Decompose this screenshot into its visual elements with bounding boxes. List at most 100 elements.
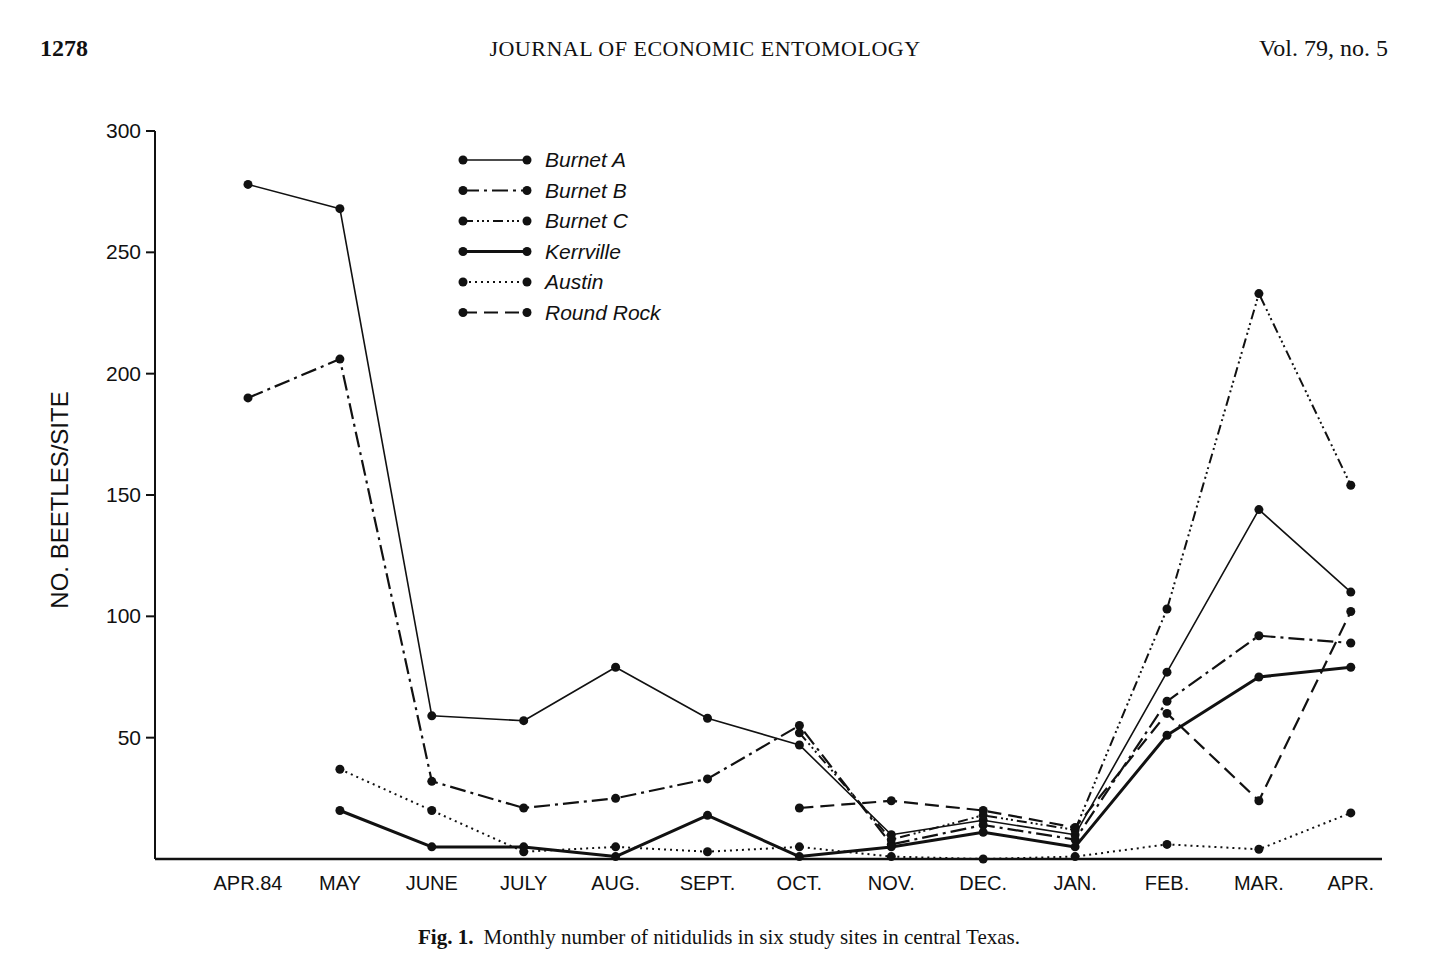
data-point <box>519 716 528 725</box>
y-tick <box>146 373 155 375</box>
series-line <box>248 184 1351 834</box>
data-point <box>1254 289 1263 298</box>
y-tick <box>146 615 155 617</box>
series-line <box>248 359 1351 844</box>
legend-label: Kerrville <box>545 240 621 263</box>
data-point <box>795 740 804 749</box>
x-tick-label: NOV. <box>868 872 915 894</box>
legend-line <box>463 189 527 191</box>
data-point <box>611 794 620 803</box>
data-point <box>1163 668 1172 677</box>
x-tick-label: JULY <box>500 872 547 894</box>
data-point <box>887 796 896 805</box>
caption: Fig. 1.Monthly number of nitidulids in s… <box>418 925 1020 949</box>
data-point <box>1254 505 1263 514</box>
legend-marker <box>523 308 532 317</box>
legend-line <box>463 159 527 161</box>
x-tick-label: APR.84 <box>214 872 283 894</box>
data-point <box>1071 852 1080 861</box>
data-point <box>979 806 988 815</box>
y-tick <box>146 251 155 253</box>
data-point <box>1346 481 1355 490</box>
legend-marker <box>459 278 468 287</box>
data-point <box>1163 709 1172 718</box>
legend-marker <box>459 247 468 256</box>
legend-line <box>463 311 527 313</box>
legend-label: Burnet B <box>545 179 627 202</box>
legend-marker <box>459 156 468 165</box>
data-point <box>519 804 528 813</box>
y-tick <box>146 130 155 132</box>
legend-line <box>463 281 527 283</box>
y-tick <box>146 494 155 496</box>
data-point <box>795 852 804 861</box>
legend-marker <box>523 278 532 287</box>
data-point <box>244 393 253 402</box>
y-axis-label: NO. BEETLES/SITE <box>46 391 73 608</box>
data-point <box>611 842 620 851</box>
figure-label: Fig. 1. <box>418 925 473 949</box>
series-line <box>799 612 1350 828</box>
series-line <box>340 667 1351 856</box>
data-point <box>1163 840 1172 849</box>
legend-marker <box>523 186 532 195</box>
x-tick-label: MAY <box>319 872 361 894</box>
legend-marker <box>459 217 468 226</box>
x-tick-label: JAN. <box>1053 872 1096 894</box>
series-line <box>799 294 1350 840</box>
legend-label: Burnet C <box>545 209 629 232</box>
legend-label: Austin <box>543 270 603 293</box>
legend-label: Round Rock <box>545 301 662 324</box>
series-line <box>340 769 1351 859</box>
data-point <box>703 714 712 723</box>
page-number: 1278 <box>40 35 88 61</box>
data-point <box>1346 588 1355 597</box>
plot-data <box>244 180 1356 864</box>
x-axis <box>155 858 1382 861</box>
x-tick-label: DEC. <box>959 872 1007 894</box>
data-point <box>1163 697 1172 706</box>
data-point <box>979 855 988 864</box>
data-point <box>795 804 804 813</box>
data-point <box>1254 673 1263 682</box>
x-tick-label: OCT. <box>777 872 823 894</box>
page: 1278JOURNAL OF ECONOMIC ENTOMOLOGYVol. 7… <box>0 0 1438 974</box>
x-tick-label: JUNE <box>406 872 458 894</box>
data-point <box>1346 663 1355 672</box>
legend-marker <box>523 217 532 226</box>
data-point <box>335 355 344 364</box>
legend-marker <box>459 186 468 195</box>
data-point <box>427 842 436 851</box>
data-point <box>703 847 712 856</box>
data-point <box>1163 605 1172 614</box>
legend-marker <box>523 247 532 256</box>
data-point <box>244 180 253 189</box>
data-point <box>611 663 620 672</box>
data-point <box>335 204 344 213</box>
data-point <box>427 711 436 720</box>
data-point <box>1346 639 1355 648</box>
data-point <box>1071 842 1080 851</box>
x-tick-label: APR. <box>1327 872 1374 894</box>
y-tick-label: 200 <box>106 362 141 385</box>
data-point <box>1346 607 1355 616</box>
data-point <box>887 842 896 851</box>
data-point <box>887 852 896 861</box>
legend-marker <box>523 156 532 165</box>
data-point <box>703 811 712 820</box>
journal-title: JOURNAL OF ECONOMIC ENTOMOLOGY <box>489 36 920 61</box>
data-point <box>1346 808 1355 817</box>
data-point <box>1071 823 1080 832</box>
data-point <box>979 828 988 837</box>
y-tick-label: 300 <box>106 119 141 142</box>
data-point <box>795 728 804 737</box>
data-point <box>427 777 436 786</box>
x-tick-label: MAR. <box>1234 872 1284 894</box>
legend-line <box>463 220 527 222</box>
data-point <box>335 806 344 815</box>
x-tick-label: FEB. <box>1145 872 1189 894</box>
y-tick-label: 50 <box>118 726 141 749</box>
data-point <box>1254 796 1263 805</box>
data-point <box>519 847 528 856</box>
data-point <box>1163 731 1172 740</box>
